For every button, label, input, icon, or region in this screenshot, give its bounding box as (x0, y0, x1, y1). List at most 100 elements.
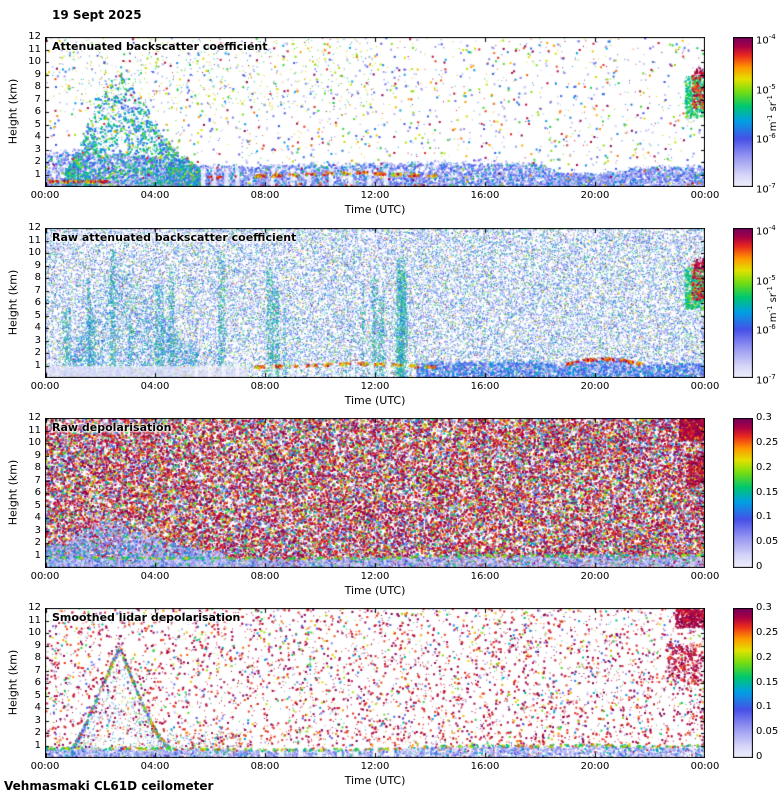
x-tick-label: 00:00 (30, 571, 60, 582)
x-tick-label: 16:00 (470, 190, 500, 201)
colorbar-tick-label: 10-6 (756, 132, 776, 146)
x-tick-label: 04:00 (140, 190, 170, 201)
y-tick-label: 4 (34, 322, 41, 333)
heatmap-canvas-2 (45, 418, 705, 568)
x-axis-label-0: Time (UTC) (344, 203, 406, 216)
colorbar-unit-label-1: m-1 sr-1 (765, 286, 780, 323)
x-axis-label-3: Time (UTC) (344, 774, 406, 787)
y-tick-label: 10 (28, 247, 41, 258)
instrument-label: Vehmasmaki CL61D ceilometer (4, 779, 214, 793)
y-tick-label: 5 (34, 499, 41, 511)
panel-title-1: Raw attenuated backscatter coefficient (52, 231, 297, 244)
y-tick-label: 11 (28, 614, 41, 626)
colorbar-tick-label: 0 (756, 561, 763, 572)
colorbar-tick-label: 10-5 (756, 273, 776, 287)
colorbar-tick-label: 0.15 (756, 486, 779, 498)
y-tick-label: 9 (34, 449, 41, 461)
y-tick-label: 7 (34, 284, 41, 296)
x-tick-label: 12:00 (360, 571, 390, 582)
colorbar-tick-label: 0.25 (756, 436, 779, 448)
heatmap-canvas-3 (45, 608, 705, 758)
colorbar-tick-label: 0.1 (756, 511, 772, 523)
y-tick-label: 3 (34, 714, 41, 726)
x-tick-label: 16:00 (470, 571, 500, 582)
x-tick-label: 20:00 (580, 190, 610, 201)
y-tick-label: 10 (28, 437, 41, 448)
y-axis-label-0: Height (km) (6, 78, 20, 145)
colorbar-tick-label: 0.15 (756, 676, 779, 688)
x-tick-label: 20:00 (580, 381, 610, 392)
x-tick-label: 00:00 (690, 381, 720, 392)
y-tick-label: 6 (34, 297, 41, 308)
y-tick-label: 6 (34, 487, 41, 498)
heatmap-canvas-0 (45, 37, 705, 187)
y-tick-label: 8 (34, 272, 41, 283)
y-tick-label: 2 (34, 537, 41, 548)
x-tick-label: 12:00 (360, 381, 390, 392)
x-tick-label: 00:00 (690, 761, 720, 772)
y-tick-label: 5 (34, 689, 41, 701)
y-tick-label: 1 (34, 549, 41, 561)
y-tick-label: 7 (34, 664, 41, 676)
y-tick-label: 9 (34, 259, 41, 271)
x-tick-label: 00:00 (30, 381, 60, 392)
x-tick-label: 04:00 (140, 381, 170, 392)
x-tick-label: 08:00 (250, 761, 280, 772)
y-tick-label: 7 (34, 93, 41, 105)
colorbar-canvas-2 (733, 418, 753, 568)
colorbar-canvas-3 (733, 608, 753, 758)
colorbar-tick-label: 0.05 (756, 536, 779, 548)
x-tick-label: 08:00 (250, 571, 280, 582)
y-tick-label: 3 (34, 334, 41, 346)
y-tick-label: 11 (28, 43, 41, 55)
x-tick-label: 00:00 (30, 761, 60, 772)
y-tick-label: 6 (34, 106, 41, 117)
y-tick-label: 2 (34, 156, 41, 167)
panel-title-2: Raw depolarisation (52, 421, 172, 434)
x-axis-label-1: Time (UTC) (344, 394, 406, 407)
colorbar-tick-label: 0.3 (756, 412, 772, 423)
x-tick-label: 12:00 (360, 761, 390, 772)
x-axis-label-2: Time (UTC) (344, 584, 406, 597)
y-tick-label: 1 (34, 168, 41, 180)
y-tick-label: 11 (28, 234, 41, 246)
x-tick-label: 16:00 (470, 381, 500, 392)
colorbar-tick-label: 0.05 (756, 726, 779, 738)
x-tick-label: 04:00 (140, 571, 170, 582)
y-tick-label: 11 (28, 424, 41, 436)
colorbar-tick-label: 0 (756, 751, 763, 762)
y-tick-label: 1 (34, 739, 41, 751)
y-tick-label: 1 (34, 359, 41, 371)
x-tick-label: 12:00 (360, 190, 390, 201)
x-tick-label: 08:00 (250, 381, 280, 392)
colorbar-tick-label: 0.1 (756, 701, 772, 713)
colorbar-canvas-1 (733, 228, 753, 378)
colorbar-tick-label: 0.2 (756, 461, 772, 473)
y-tick-label: 2 (34, 347, 41, 358)
colorbar-tick-label: 10-4 (756, 33, 776, 47)
y-tick-label: 9 (34, 68, 41, 80)
y-tick-label: 7 (34, 474, 41, 486)
y-tick-label: 12 (28, 602, 41, 613)
y-tick-label: 3 (34, 143, 41, 155)
y-tick-label: 12 (28, 222, 41, 233)
y-tick-label: 4 (34, 512, 41, 523)
colorbar-tick-label: 0.3 (756, 602, 772, 613)
y-tick-label: 10 (28, 56, 41, 67)
y-tick-label: 5 (34, 118, 41, 130)
x-tick-label: 00:00 (30, 190, 60, 201)
panel-title-0: Attenuated backscatter coefficient (52, 40, 268, 53)
y-tick-label: 12 (28, 31, 41, 42)
y-tick-label: 4 (34, 131, 41, 142)
y-tick-label: 3 (34, 524, 41, 536)
y-tick-label: 9 (34, 639, 41, 651)
x-tick-label: 04:00 (140, 761, 170, 772)
panel-title-3: Smoothed lidar depolarisation (52, 611, 241, 624)
colorbar-tick-label: 0.2 (756, 651, 772, 663)
y-tick-label: 5 (34, 309, 41, 321)
colorbar-tick-label: 10-5 (756, 82, 776, 96)
y-tick-label: 6 (34, 677, 41, 688)
colorbar-tick-label: 10-7 (756, 182, 776, 196)
